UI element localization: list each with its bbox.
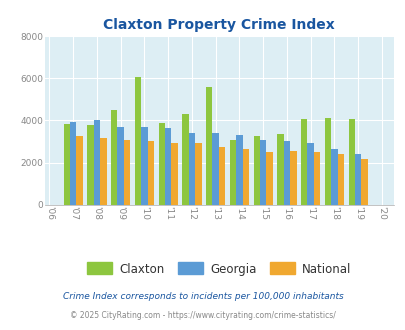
Bar (100, 138, 106, 205)
Bar (313, 151, 320, 205)
Bar (212, 134, 218, 205)
Bar (171, 143, 177, 205)
Bar (236, 135, 242, 205)
Bar (195, 143, 201, 205)
Bar (76, 136, 83, 205)
Bar (348, 119, 354, 205)
Bar (87, 125, 94, 205)
Bar (253, 136, 259, 205)
Bar (330, 149, 337, 205)
Bar (283, 142, 290, 205)
Bar (188, 133, 195, 205)
Bar (242, 149, 248, 205)
Bar (354, 154, 360, 205)
Bar (324, 118, 330, 205)
Bar (64, 124, 70, 205)
Bar (360, 159, 367, 205)
Text: Crime Index corresponds to incidents per 100,000 inhabitants: Crime Index corresponds to incidents per… (62, 292, 343, 301)
Bar (164, 128, 171, 205)
Bar (301, 119, 307, 205)
Bar (307, 143, 313, 205)
Bar (290, 151, 296, 205)
Bar (206, 87, 212, 205)
Bar (124, 140, 130, 205)
Bar (94, 120, 100, 205)
Bar (229, 141, 236, 205)
Bar (70, 122, 76, 205)
Bar (111, 110, 117, 205)
Legend: Claxton, Georgia, National: Claxton, Georgia, National (87, 262, 351, 276)
Bar (337, 154, 343, 205)
Bar (147, 142, 153, 205)
Title: Claxton Property Crime Index: Claxton Property Crime Index (103, 18, 334, 32)
Bar (117, 127, 124, 205)
Bar (134, 77, 141, 205)
Text: © 2025 CityRating.com - https://www.cityrating.com/crime-statistics/: © 2025 CityRating.com - https://www.city… (70, 312, 335, 320)
Bar (182, 114, 188, 205)
Bar (266, 151, 272, 205)
Bar (277, 134, 283, 205)
Bar (259, 141, 266, 205)
Bar (158, 122, 164, 205)
Bar (141, 127, 147, 205)
Bar (218, 147, 225, 205)
